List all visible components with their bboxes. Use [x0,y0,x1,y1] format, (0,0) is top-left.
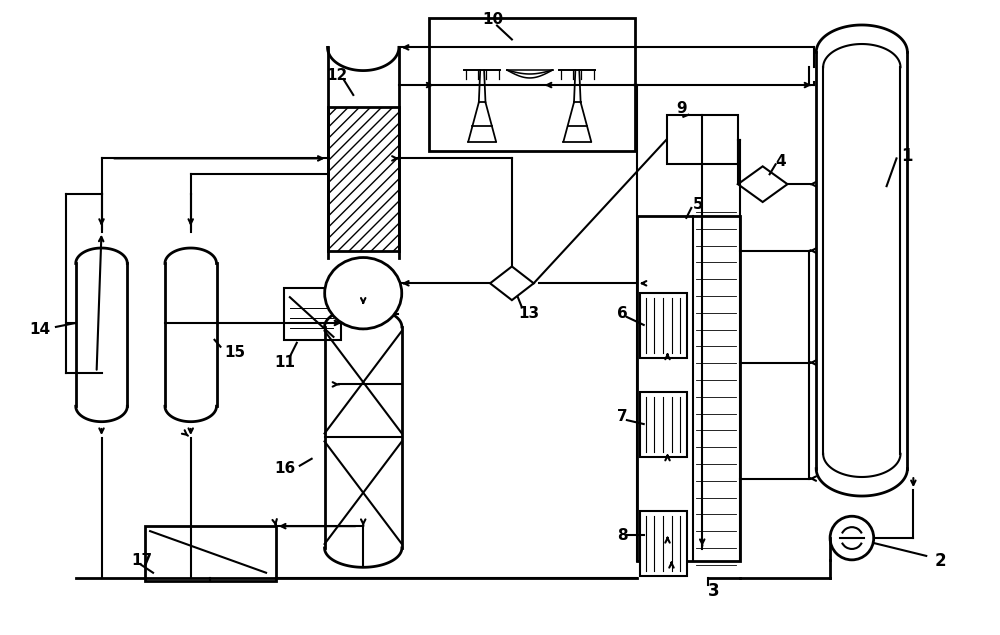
Text: 15: 15 [224,345,246,360]
Text: 10: 10 [482,12,503,27]
Text: 16: 16 [274,461,295,476]
Text: 6: 6 [617,305,628,321]
Bar [284,288,341,340]
Text: 13: 13 [518,305,539,321]
Bar [145,526,276,580]
Text: 1: 1 [901,147,913,166]
Bar [328,107,399,251]
Text: 17: 17 [131,553,152,568]
Text: 4: 4 [776,154,786,169]
Bar [637,216,740,561]
Text: 11: 11 [274,355,295,370]
Text: 8: 8 [617,528,628,542]
Text: 2: 2 [934,552,946,570]
Text: 3: 3 [708,582,720,599]
Text: 14: 14 [29,323,50,337]
Ellipse shape [325,258,402,329]
Text: 7: 7 [617,409,628,424]
Bar [640,392,687,457]
Bar [667,115,738,164]
Text: 12: 12 [327,68,348,83]
Bar [640,511,687,576]
Bar [640,293,687,358]
Bar [429,18,635,152]
Text: 9: 9 [676,102,687,116]
Text: 5: 5 [693,196,704,211]
